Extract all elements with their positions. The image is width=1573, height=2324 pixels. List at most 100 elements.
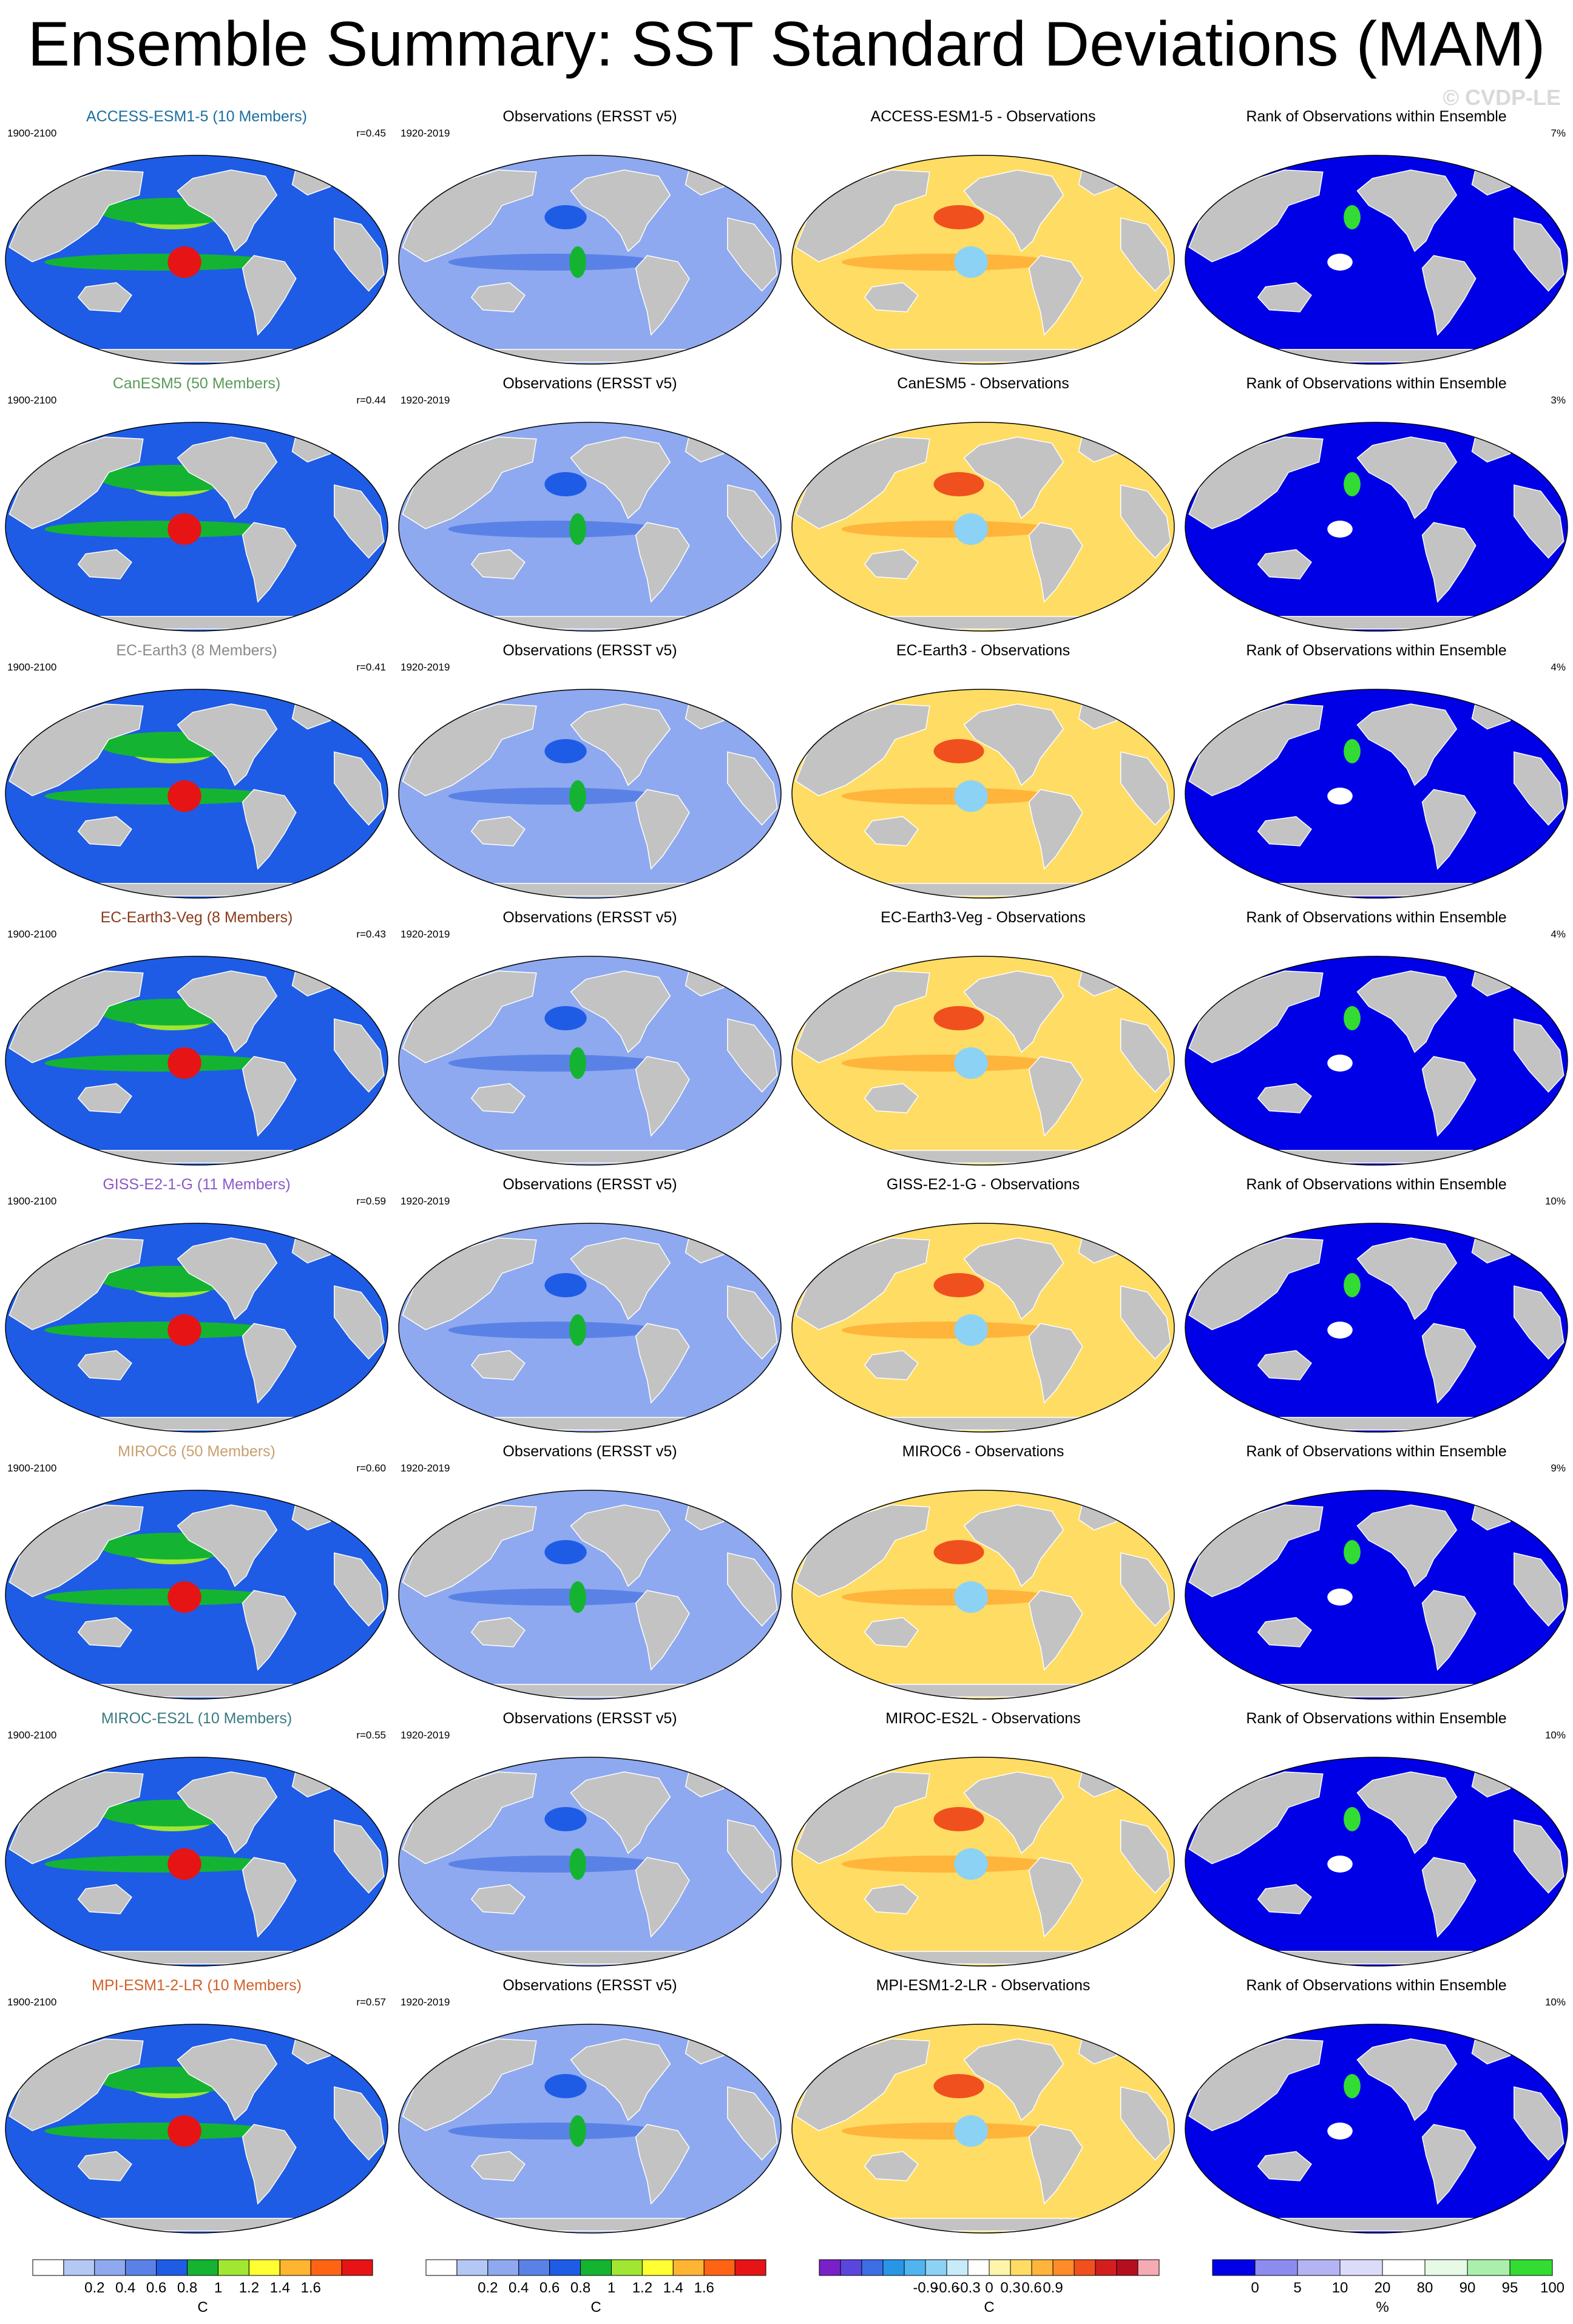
land-mask bbox=[963, 436, 1064, 519]
map-outline bbox=[5, 689, 388, 899]
model-map bbox=[5, 155, 388, 365]
sd-pattern-band bbox=[569, 1581, 586, 1613]
land-mask bbox=[963, 1771, 1064, 1854]
land-mask bbox=[334, 217, 385, 292]
sd-pattern-band bbox=[448, 1589, 659, 1606]
panel-title: MPI-ESM1-2-LR (10 Members) bbox=[92, 1977, 302, 1994]
map-outline bbox=[398, 1223, 782, 1433]
colorbar-tick-label: 1.4 bbox=[270, 2280, 290, 2296]
land-mask bbox=[963, 2038, 1064, 2121]
sd-pattern-band bbox=[933, 1807, 984, 1831]
panel-title: MPI-ESM1-2-LR - Observations bbox=[876, 1977, 1091, 1994]
panel-title: Observations (ERSST v5) bbox=[502, 909, 677, 926]
land-mask bbox=[456, 1684, 724, 1698]
colorbar-swatch bbox=[125, 2259, 157, 2276]
land-mask bbox=[864, 1350, 919, 1380]
sd-pattern-band bbox=[167, 780, 201, 812]
sd-pattern-band bbox=[569, 1848, 586, 1880]
land-mask bbox=[77, 282, 132, 312]
rank-map bbox=[1185, 956, 1568, 1166]
sd-pattern-band bbox=[933, 205, 984, 229]
sd-pattern-band bbox=[1327, 788, 1353, 805]
sd-pattern-band bbox=[167, 2115, 201, 2147]
sd-pattern-band bbox=[544, 739, 587, 763]
colorbar-swatch bbox=[94, 2259, 126, 2276]
land-mask bbox=[63, 883, 331, 897]
diff-panel: MIROC6 - Observations bbox=[786, 1438, 1180, 1705]
land-mask bbox=[963, 1237, 1064, 1320]
land-mask bbox=[1257, 1083, 1312, 1113]
land-mask bbox=[727, 217, 778, 292]
colorbar-obs-sd: 0.2 0.4 0.6 0.8 1 1.2 1.4 1.6 C bbox=[425, 2259, 766, 2316]
panel-title: Observations (ERSST v5) bbox=[502, 1710, 677, 1727]
colorbar-swatch bbox=[1212, 2259, 1256, 2276]
land-mask bbox=[77, 549, 132, 579]
sd-pattern-band bbox=[569, 2115, 586, 2147]
sd-pattern-band bbox=[954, 246, 988, 278]
panel-title: MIROC-ES2L (10 Members) bbox=[101, 1710, 293, 1727]
colorbar-swatch bbox=[641, 2259, 674, 2276]
rank-map bbox=[1185, 1223, 1568, 1433]
land-mask bbox=[1257, 816, 1312, 846]
panel-title: MIROC6 (50 Members) bbox=[118, 1443, 276, 1460]
land-mask bbox=[1028, 2124, 1083, 2205]
model-map bbox=[5, 2024, 388, 2234]
sd-pattern-band bbox=[167, 1047, 201, 1079]
period-label: 1920-2019 bbox=[401, 394, 450, 406]
map-outline bbox=[791, 956, 1175, 1166]
land-mask bbox=[1514, 1285, 1565, 1360]
diff-map bbox=[791, 956, 1175, 1166]
land-mask bbox=[177, 436, 278, 519]
sd-pattern-band bbox=[933, 472, 984, 496]
colorbar-tick-label: 90 bbox=[1460, 2280, 1476, 2296]
page-title: Ensemble Summary: SST Standard Deviation… bbox=[27, 9, 1546, 79]
colorbar-swatch bbox=[819, 2259, 841, 2276]
sd-pattern-band bbox=[167, 513, 201, 545]
land-mask bbox=[334, 751, 385, 826]
model-panel: MIROC6 (50 Members) 1900-2100 r=0.60 bbox=[0, 1438, 393, 1705]
land-mask bbox=[1257, 1884, 1312, 1914]
land-mask bbox=[1120, 484, 1171, 559]
land-mask bbox=[570, 1504, 671, 1587]
map-outline bbox=[1185, 2024, 1568, 2234]
land-mask bbox=[963, 970, 1064, 1053]
sd-pattern-band bbox=[569, 513, 586, 545]
colorbar-tick-label: 20 bbox=[1375, 2280, 1391, 2296]
colorbar-tick-label: 10 bbox=[1332, 2280, 1348, 2296]
sd-pattern-band bbox=[841, 788, 1052, 805]
sd-pattern-band bbox=[448, 521, 659, 538]
colorbar-diff: -0.9-0.6-0.3 0 0.3 0.6 0.9 C bbox=[819, 2259, 1160, 2316]
land-mask bbox=[1120, 217, 1171, 292]
colorbar-tick-label: 1 bbox=[214, 2280, 222, 2296]
land-mask bbox=[864, 549, 919, 579]
sd-pattern-band bbox=[1344, 1540, 1361, 1564]
rank-percent-label: 10% bbox=[1544, 1996, 1566, 2008]
map-outline bbox=[5, 956, 388, 1166]
land-mask bbox=[77, 1350, 132, 1380]
land-mask bbox=[1120, 1285, 1171, 1360]
obs-panel: Observations (ERSST v5) 1920-2019 bbox=[393, 637, 786, 904]
colorbar-swatch bbox=[187, 2259, 218, 2276]
land-mask bbox=[1257, 549, 1312, 579]
obs-panel: Observations (ERSST v5) 1920-2019 bbox=[393, 1705, 786, 1972]
land-mask bbox=[963, 703, 1064, 786]
land-mask bbox=[570, 1237, 671, 1320]
sd-pattern-band bbox=[1327, 521, 1353, 538]
land-mask bbox=[1028, 1056, 1083, 1137]
land-mask bbox=[242, 789, 297, 870]
land-mask bbox=[963, 1504, 1064, 1587]
sd-pattern-band bbox=[544, 1006, 587, 1030]
sd-pattern-band bbox=[44, 788, 276, 805]
sd-pattern-band bbox=[933, 2074, 984, 2098]
sd-pattern-band bbox=[44, 2123, 276, 2140]
panel-title: MIROC6 - Observations bbox=[902, 1443, 1064, 1460]
sd-pattern-band bbox=[954, 2115, 988, 2147]
sd-pattern-band bbox=[954, 1047, 988, 1079]
correlation-label: r=0.43 bbox=[356, 928, 386, 940]
model-panel: ACCESS-ESM1-5 (10 Members) 1900-2100 r=0.4… bbox=[0, 103, 393, 370]
land-mask bbox=[177, 703, 278, 786]
model-map bbox=[5, 1223, 388, 1433]
land-mask bbox=[456, 2218, 724, 2232]
land-mask bbox=[456, 883, 724, 897]
diff-map bbox=[791, 1757, 1175, 1967]
